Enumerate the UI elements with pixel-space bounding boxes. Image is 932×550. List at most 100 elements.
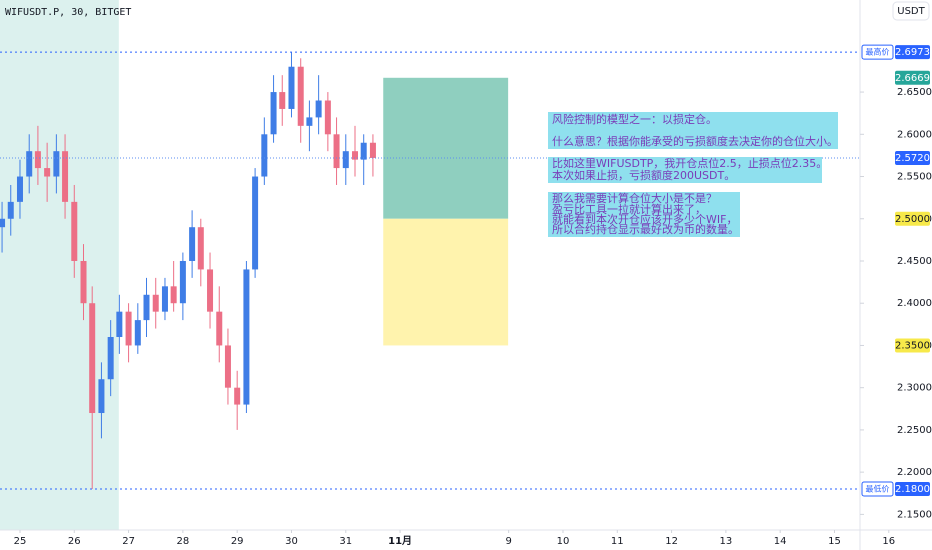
price-tag bbox=[895, 211, 930, 226]
symbol-label: WIFUSDT.P, 30, BITGET bbox=[5, 7, 131, 18]
candle-body bbox=[297, 66, 304, 126]
candle-body bbox=[342, 151, 349, 169]
price-axis-bg bbox=[860, 0, 932, 550]
candle-body bbox=[279, 92, 286, 109]
currency-button[interactable] bbox=[892, 1, 930, 21]
candle-body bbox=[360, 142, 367, 160]
x-tick-label: 27 bbox=[122, 536, 135, 547]
annotation-box bbox=[548, 157, 822, 183]
candle-body bbox=[7, 201, 14, 219]
candle-body bbox=[252, 176, 259, 270]
y-tick-label: 2.3000 bbox=[897, 383, 932, 394]
x-tick-label: 12 bbox=[665, 536, 678, 547]
x-tick-label: 25 bbox=[14, 536, 27, 547]
candle-body bbox=[152, 294, 159, 312]
price-tag-label: 2.5720 bbox=[895, 153, 930, 164]
price-tag-label: 2.1800 bbox=[895, 484, 930, 495]
candle-body bbox=[179, 260, 186, 304]
candle-body bbox=[98, 379, 105, 414]
candle-body bbox=[369, 142, 376, 158]
candle-body bbox=[80, 260, 87, 304]
candle-body bbox=[288, 66, 295, 109]
annotation-text: 就能看到本次开仓应该开多少个WIF， bbox=[552, 212, 737, 226]
y-tick-label: 2.2000 bbox=[897, 467, 932, 478]
candle-body bbox=[89, 303, 96, 414]
annotation-text: 本次如果止损，亏损额度200USDT。 bbox=[552, 168, 735, 182]
session-shade bbox=[0, 0, 119, 530]
candle-body bbox=[53, 151, 60, 177]
x-tick-label: 31 bbox=[339, 536, 352, 547]
line-tag-label: 最高价 bbox=[866, 47, 890, 57]
price-tag-label: 2.3500 bbox=[895, 340, 930, 351]
candle-body bbox=[44, 168, 51, 177]
y-tick-label: 2.1500 bbox=[897, 509, 932, 520]
y-tick-label: 2.6500 bbox=[897, 87, 932, 98]
y-tick-label: 2.4500 bbox=[897, 256, 932, 267]
annotation-box bbox=[548, 112, 838, 149]
x-tick-label: 28 bbox=[177, 536, 190, 547]
candle-body bbox=[306, 117, 313, 126]
candle-body bbox=[0, 218, 6, 228]
stop-zone bbox=[383, 218, 509, 346]
price-tag bbox=[895, 70, 930, 85]
candle-body bbox=[116, 311, 123, 338]
candle-body bbox=[134, 320, 141, 346]
candle-body bbox=[34, 151, 41, 169]
x-tick-label: 26 bbox=[68, 536, 81, 547]
candle-body bbox=[143, 294, 150, 321]
y-tick-label: 2.5500 bbox=[897, 172, 932, 183]
x-tick-label: 11 bbox=[611, 536, 624, 547]
price-tag-label: 2.6973 bbox=[895, 47, 930, 58]
candle-body bbox=[16, 176, 23, 202]
candle-body bbox=[26, 151, 33, 177]
annotation-text: 比如这里WIFUSDTP，我开仓点位2.5，止损点位2.35。 bbox=[552, 156, 827, 170]
candle-body bbox=[333, 134, 340, 169]
annotation-text: 那么我需要计算仓位大小是不是？ bbox=[552, 191, 717, 205]
annotation-text: 风险控制的模型之一：以损定仓。 bbox=[552, 112, 717, 126]
annotation-text: 盈亏比工具一拉就计算出来了， bbox=[552, 202, 706, 216]
candle-body bbox=[216, 311, 223, 346]
x-tick-label: 15 bbox=[828, 536, 841, 547]
candle-body bbox=[324, 100, 331, 135]
price-tag bbox=[895, 45, 930, 60]
x-tick-label: 29 bbox=[231, 536, 244, 547]
line-tag bbox=[861, 44, 894, 60]
line-tag bbox=[861, 481, 894, 497]
candle-body bbox=[315, 100, 322, 118]
candle-body bbox=[261, 134, 268, 177]
candle-body bbox=[197, 227, 204, 270]
price-tag bbox=[895, 150, 930, 165]
candle-body bbox=[71, 201, 78, 261]
candle-body bbox=[224, 345, 231, 388]
x-tick-label: 9 bbox=[505, 536, 511, 547]
candle-body bbox=[62, 151, 69, 202]
currency-button-label[interactable]: USDT bbox=[897, 6, 925, 17]
price-tag-label: 2.6669 bbox=[895, 73, 930, 84]
x-tick-label: 11月 bbox=[388, 535, 412, 547]
candle-body bbox=[189, 227, 196, 261]
candle-body bbox=[107, 337, 114, 380]
axis-layer: 2.1500 2.2000 2.2500 2.3000 2.3500 2.4000 2.45… bbox=[14, 44, 932, 547]
overlay-layer: 风险控制的模型之一：以损定仓。 什么意思？根据你能承受的亏损额度去决定你的仓位大… bbox=[548, 112, 838, 237]
x-tick-label: 13 bbox=[720, 536, 733, 547]
candle-body bbox=[161, 286, 168, 312]
candle-body bbox=[243, 269, 250, 405]
y-tick-label: 2.2500 bbox=[897, 425, 932, 436]
candle-body bbox=[352, 151, 359, 160]
candle-body bbox=[207, 269, 214, 312]
price-tag-label: 2.5000 bbox=[895, 214, 930, 225]
candle-body bbox=[125, 311, 132, 346]
candle-body bbox=[270, 92, 277, 135]
x-tick-label: 10 bbox=[557, 536, 570, 547]
target-zone bbox=[383, 77, 509, 219]
candle-body bbox=[234, 387, 241, 405]
under-layer bbox=[0, 0, 509, 530]
x-tick-label: 16 bbox=[882, 536, 895, 547]
x-tick-label: 30 bbox=[285, 536, 298, 547]
annotation-text: 什么意思？根据你能承受的亏损额度去决定你的仓位大小。 bbox=[552, 134, 838, 148]
price-tag bbox=[895, 482, 930, 497]
price-tag bbox=[895, 338, 930, 353]
candle-body bbox=[170, 286, 177, 304]
line-tag-label: 最低价 bbox=[866, 484, 890, 494]
